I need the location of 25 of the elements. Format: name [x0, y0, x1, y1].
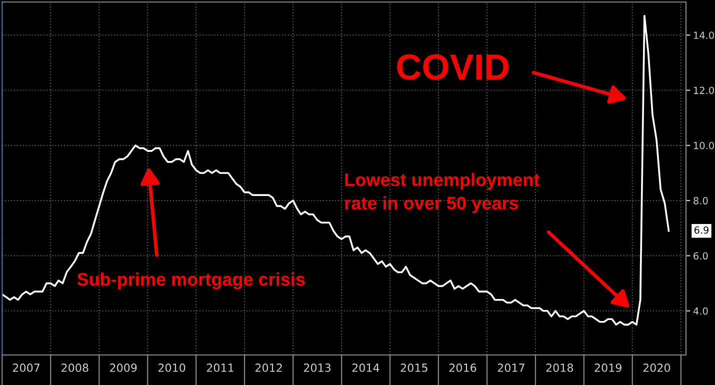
- y-tick-label: 12.0: [694, 86, 714, 94]
- x-tick-label: 2020: [643, 364, 670, 372]
- x-tick-label: 2009: [110, 364, 137, 372]
- y-tick-label: 4.0: [693, 307, 708, 315]
- y-tick-label: 8.0: [694, 197, 708, 204]
- annotation: COVID: [397, 54, 508, 80]
- x-tick-label: 2011: [206, 364, 234, 372]
- x-tick-label: 2014: [352, 364, 380, 372]
- x-tick-label: 2012: [255, 364, 282, 372]
- y-tick-label: 6.0: [694, 252, 708, 260]
- y-tick-label: 14.0: [694, 32, 714, 39]
- x-tick-label: 2018: [546, 364, 574, 372]
- x-tick-label: 2008: [62, 364, 88, 372]
- annotation: Lowest unemployment rate in over 50 years: [345, 172, 540, 214]
- line-series: [2, 14, 670, 326]
- x-tick-label: 2013: [304, 364, 331, 372]
- x-tick-label: 2017: [498, 364, 524, 372]
- x-tick-label: 2016: [449, 364, 476, 372]
- annotation: 6.9: [694, 226, 709, 234]
- x-tick-label: 2007: [12, 364, 40, 372]
- x-tick-label: 2019: [594, 364, 622, 372]
- y-tick-label: 10.0: [694, 142, 714, 150]
- x-tick-label: 2010: [158, 364, 186, 372]
- x-tick-label: 2015: [400, 364, 428, 372]
- annotation: Sub-prime mortgage crisis: [77, 272, 305, 290]
